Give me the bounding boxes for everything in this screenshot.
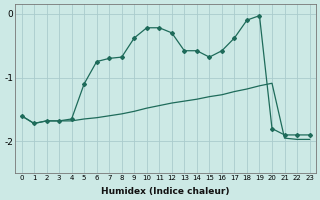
X-axis label: Humidex (Indice chaleur): Humidex (Indice chaleur) [101, 187, 230, 196]
